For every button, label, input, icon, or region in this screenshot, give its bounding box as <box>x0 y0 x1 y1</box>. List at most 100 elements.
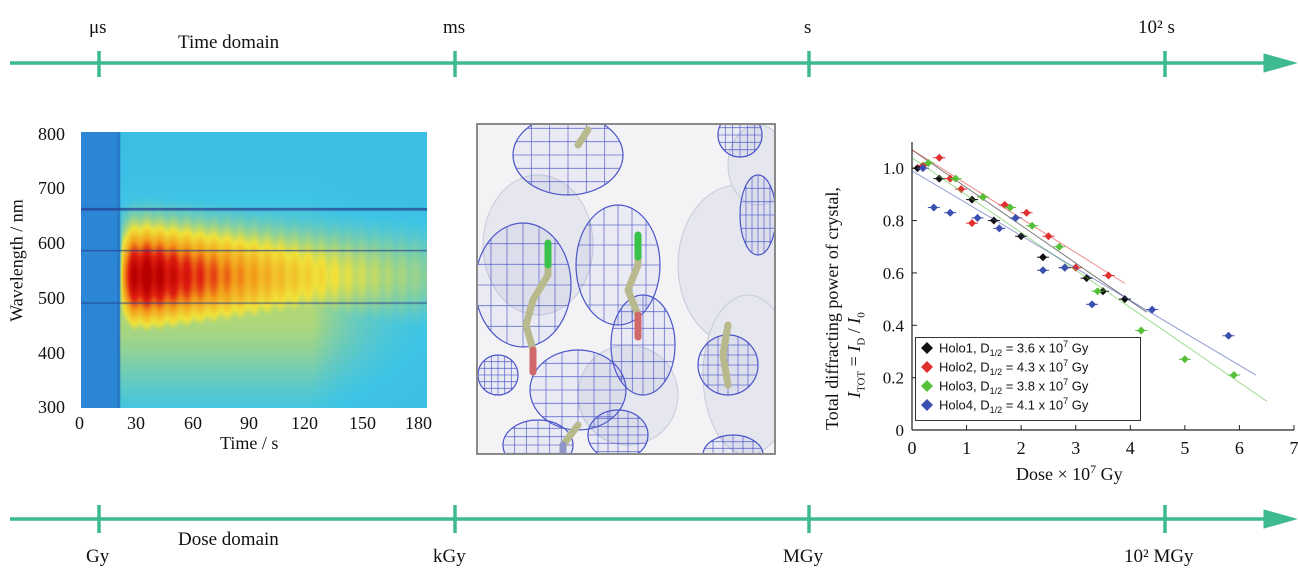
scatter-y-axis-label-line1: Total diffracting power of crystal, <box>822 187 842 430</box>
heatmap-y-axis-label: Wavelength / nm <box>6 199 27 322</box>
time-tick-label-3: s <box>804 17 812 38</box>
data-point-series-2 <box>957 185 966 194</box>
scatter-legend: Holo1, D1/2 = 3.6 x 107 Gy Holo2, D1/2 =… <box>915 337 1141 421</box>
residue-stick-model <box>559 421 582 449</box>
dose-axis <box>10 505 1298 533</box>
legend-label-holo2: Holo2, D1/2 = 4.3 x 107 Gy <box>939 357 1089 377</box>
time-axis-arrowhead <box>1263 53 1298 73</box>
data-point-series-4 <box>1060 263 1069 272</box>
scatter-x-tick-label: 2 <box>1017 438 1026 458</box>
scatter-x-tick-label: 5 <box>1180 438 1189 458</box>
density-mesh-blob <box>512 125 624 196</box>
heatmap-y-tick-600: 600 <box>38 233 65 253</box>
data-point-series-3 <box>924 158 933 167</box>
density-mesh-blob <box>502 419 574 453</box>
data-point-series-3 <box>1028 221 1037 230</box>
data-point-series-3 <box>951 174 960 183</box>
density-mesh-blob <box>610 294 676 396</box>
dose-axis-arrowhead <box>1263 509 1298 529</box>
data-point-series-4 <box>1224 331 1233 340</box>
heatmap-y-tick-700: 700 <box>38 178 65 198</box>
time-axis-title: Time domain <box>178 32 280 53</box>
dose-tick-label-1: Gy <box>86 546 110 567</box>
dose-tick-label-2: kGy <box>433 546 466 567</box>
fit-line-series-4 <box>911 170 1257 376</box>
data-point-series-4 <box>1011 213 1020 222</box>
electron-density-panel <box>476 123 776 455</box>
dose-tick-label-3: MGy <box>783 546 824 567</box>
scatter-x-tick-label: 7 <box>1290 438 1298 458</box>
density-mesh-blob <box>478 354 519 396</box>
heatmap-x-tick-60: 60 <box>184 413 202 433</box>
data-point-series-2 <box>935 153 944 162</box>
legend-item-holo4: Holo4, D1/2 = 4.1 x 107 Gy <box>920 395 1140 415</box>
data-point-series-1 <box>1038 253 1047 262</box>
time-tick-label-2: ms <box>443 17 466 38</box>
legend-marker-holo1 <box>920 341 934 355</box>
heatmap-x-tick-0: 0 <box>75 413 84 433</box>
heatmap-y-tick-800: 800 <box>38 124 65 144</box>
heatmap-x-tick-90: 90 <box>240 413 258 433</box>
fit-line-series-2 <box>911 149 1126 284</box>
legend-label-holo4: Holo4, D1/2 = 4.1 x 107 Gy <box>939 395 1089 415</box>
scatter-y-tick-label: 0.8 <box>883 212 904 231</box>
legend-marker-holo3 <box>920 379 934 393</box>
scatter-x-tick-label: 0 <box>908 438 917 458</box>
time-tick-label-4: 10² s <box>1138 17 1175 38</box>
data-point-series-3 <box>1229 371 1238 380</box>
legend-label-holo3: Holo3, D1/2 = 3.8 x 107 Gy <box>939 376 1089 396</box>
time-tick-label-1: μs <box>89 17 107 38</box>
data-point-series-4 <box>973 213 982 222</box>
legend-label-holo1: Holo1, D1/2 = 3.6 x 107 Gy <box>939 338 1089 358</box>
data-point-series-4 <box>929 203 938 212</box>
electron-density-map <box>478 125 774 453</box>
data-point-series-2 <box>1044 232 1053 241</box>
scatter-y-tick-label: 0.4 <box>883 316 905 335</box>
heatmap-y-tick-500: 500 <box>38 288 65 308</box>
scatter-x-tick-label: 6 <box>1235 438 1244 458</box>
scatter-x-tick-label: 4 <box>1126 438 1135 458</box>
residue-stick-model <box>719 321 732 389</box>
data-point-series-1 <box>1120 295 1129 304</box>
scatter-x-tick-label: 1 <box>962 438 971 458</box>
decay-scatter-plot: 0 1 2 3 4 5 6 7 0 0.2 0.4 0.6 0.8 1.0 <box>883 142 1298 458</box>
scatter-y-tick-label: 0 <box>896 421 905 440</box>
scatter-y-tick-label: 0.2 <box>883 369 904 388</box>
density-mesh-blob <box>702 434 764 453</box>
heatmap-y-tick-300: 300 <box>38 397 65 417</box>
data-point-series-4 <box>995 224 1004 233</box>
data-point-series-2 <box>1000 200 1009 209</box>
time-axis <box>10 51 1298 77</box>
data-point-series-3 <box>978 192 987 201</box>
density-mesh-blob <box>717 125 763 158</box>
heatmap-x-tick-180: 180 <box>405 413 432 433</box>
legend-marker-holo2 <box>920 360 934 374</box>
density-mesh-blob <box>739 174 774 256</box>
scatter-y-axis-label-line2: ITOT = ID / I0 <box>844 312 868 398</box>
scatter-y-tick-label: 0.6 <box>883 264 904 283</box>
heatmap-x-tick-30: 30 <box>127 413 145 433</box>
fit-line-series-3 <box>911 157 1267 402</box>
residue-stick-model <box>574 126 592 149</box>
dose-tick-label-4: 10² MGy <box>1124 546 1194 567</box>
data-point-series-4 <box>1088 300 1097 309</box>
data-point-series-3 <box>1055 242 1064 251</box>
scatter-x-axis-label: Dose × 107 Gy <box>1016 462 1123 484</box>
legend-item-holo1: Holo1, D1/2 = 3.6 x 107 Gy <box>920 338 1140 358</box>
heatmap-x-tick-150: 150 <box>349 413 376 433</box>
legend-item-holo3: Holo3, D1/2 = 3.8 x 107 Gy <box>920 376 1140 396</box>
fit-line-series-1 <box>911 149 1147 313</box>
scatter-y-tick-label: 1.0 <box>883 159 904 178</box>
scatter-x-tick-label: 3 <box>1071 438 1080 458</box>
data-point-series-4 <box>918 164 927 173</box>
data-point-series-1 <box>935 174 944 183</box>
legend-marker-holo4 <box>920 398 934 412</box>
heatmap-x-tick-120: 120 <box>291 413 318 433</box>
density-mesh-blob <box>587 409 649 453</box>
heatmap-y-tick-400: 400 <box>38 343 65 363</box>
data-point-series-3 <box>1180 355 1189 364</box>
data-point-series-3 <box>1006 203 1015 212</box>
heatmap-plot-area <box>81 132 427 408</box>
data-point-series-4 <box>1148 305 1157 314</box>
